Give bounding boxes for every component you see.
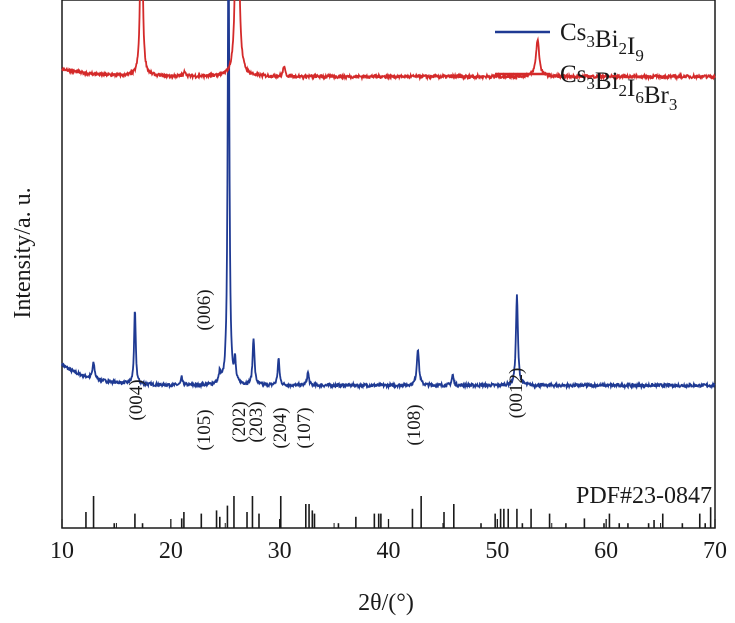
peak-label: (107)	[294, 407, 315, 448]
x-axis-label: 2θ/(°)	[358, 590, 414, 616]
x-tick-label: 60	[594, 538, 618, 564]
x-tick-label: 20	[159, 538, 183, 564]
peak-label: (108)	[404, 404, 425, 445]
x-tick-label: 30	[268, 538, 292, 564]
peak-label: (203)	[246, 401, 267, 442]
x-tick-label: 10	[50, 538, 74, 564]
series-line-cs3bi2i9	[61, 0, 716, 391]
legend-label: Cs3Bi2I9	[560, 19, 644, 65]
peak-label: (004)	[126, 379, 147, 420]
peak-label: (202)	[229, 401, 250, 442]
reference-pattern	[85, 496, 712, 528]
peak-labels: (004) (006) (105) (202)(203) (204) (107) (108)…	[126, 289, 527, 450]
peak-label: (006)	[194, 289, 215, 330]
x-axis: 10 20 30 40 50 60 70	[50, 519, 727, 564]
x-tick-label: 70	[703, 538, 727, 564]
peak-label: (105)	[194, 409, 215, 450]
peak-label: (0012)	[506, 368, 527, 419]
y-axis-label: Intensity/a. u.	[10, 187, 36, 318]
series-line-cs3bi2i6br3	[61, 0, 716, 82]
reference-label: PDF#23-0847	[576, 483, 712, 509]
legend-label: Cs3Bi2I6Br3	[560, 61, 677, 114]
x-tick-label: 40	[377, 538, 401, 564]
peak-label: (204)	[270, 407, 291, 448]
x-tick-label: 50	[485, 538, 509, 564]
